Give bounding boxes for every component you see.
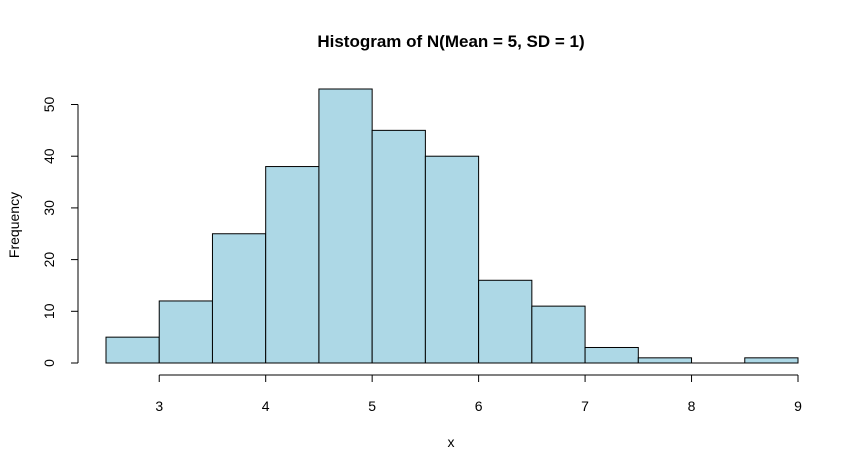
histogram-bar-0: [105, 336, 160, 364]
histogram-bar-8: [531, 305, 586, 364]
histogram-bar-4: [318, 88, 373, 364]
x-tick-label-6: 9: [794, 398, 802, 414]
y-tick-label-5: 50: [41, 97, 57, 113]
x-tick-label-3: 6: [475, 398, 483, 414]
y-axis: 0 10 20 30 40 50: [41, 97, 79, 367]
x-axis-label: x: [448, 434, 455, 450]
y-axis-label: Frequency: [6, 192, 22, 258]
x-tick-label-4: 7: [581, 398, 589, 414]
y-tick-label-0: 0: [41, 359, 57, 367]
histogram-bar-3: [265, 166, 320, 364]
histogram-bar-7: [478, 279, 533, 364]
histogram-bar-10: [637, 357, 693, 364]
x-tick-label-5: 8: [688, 398, 696, 414]
x-tick-label-0: 3: [155, 398, 163, 414]
x-tick-label-1: 4: [262, 398, 270, 414]
chart-title: Histogram of N(Mean = 5, SD = 1): [317, 32, 584, 51]
histogram-bar-5: [371, 129, 426, 364]
y-tick-label-3: 30: [41, 200, 57, 216]
bars-group: [105, 88, 799, 364]
histogram-bar-9: [584, 346, 639, 364]
y-tick-label-1: 10: [41, 303, 57, 319]
y-tick-label-4: 40: [41, 148, 57, 164]
histogram-bar-12: [744, 357, 799, 364]
histogram-bar-2: [211, 233, 267, 364]
x-axis: 3 4 5 6 7 8 9: [155, 374, 802, 414]
y-tick-label-2: 20: [41, 252, 57, 268]
histogram-bar-1: [158, 300, 213, 364]
x-tick-label-2: 5: [368, 398, 376, 414]
histogram-bar-6: [424, 155, 480, 364]
